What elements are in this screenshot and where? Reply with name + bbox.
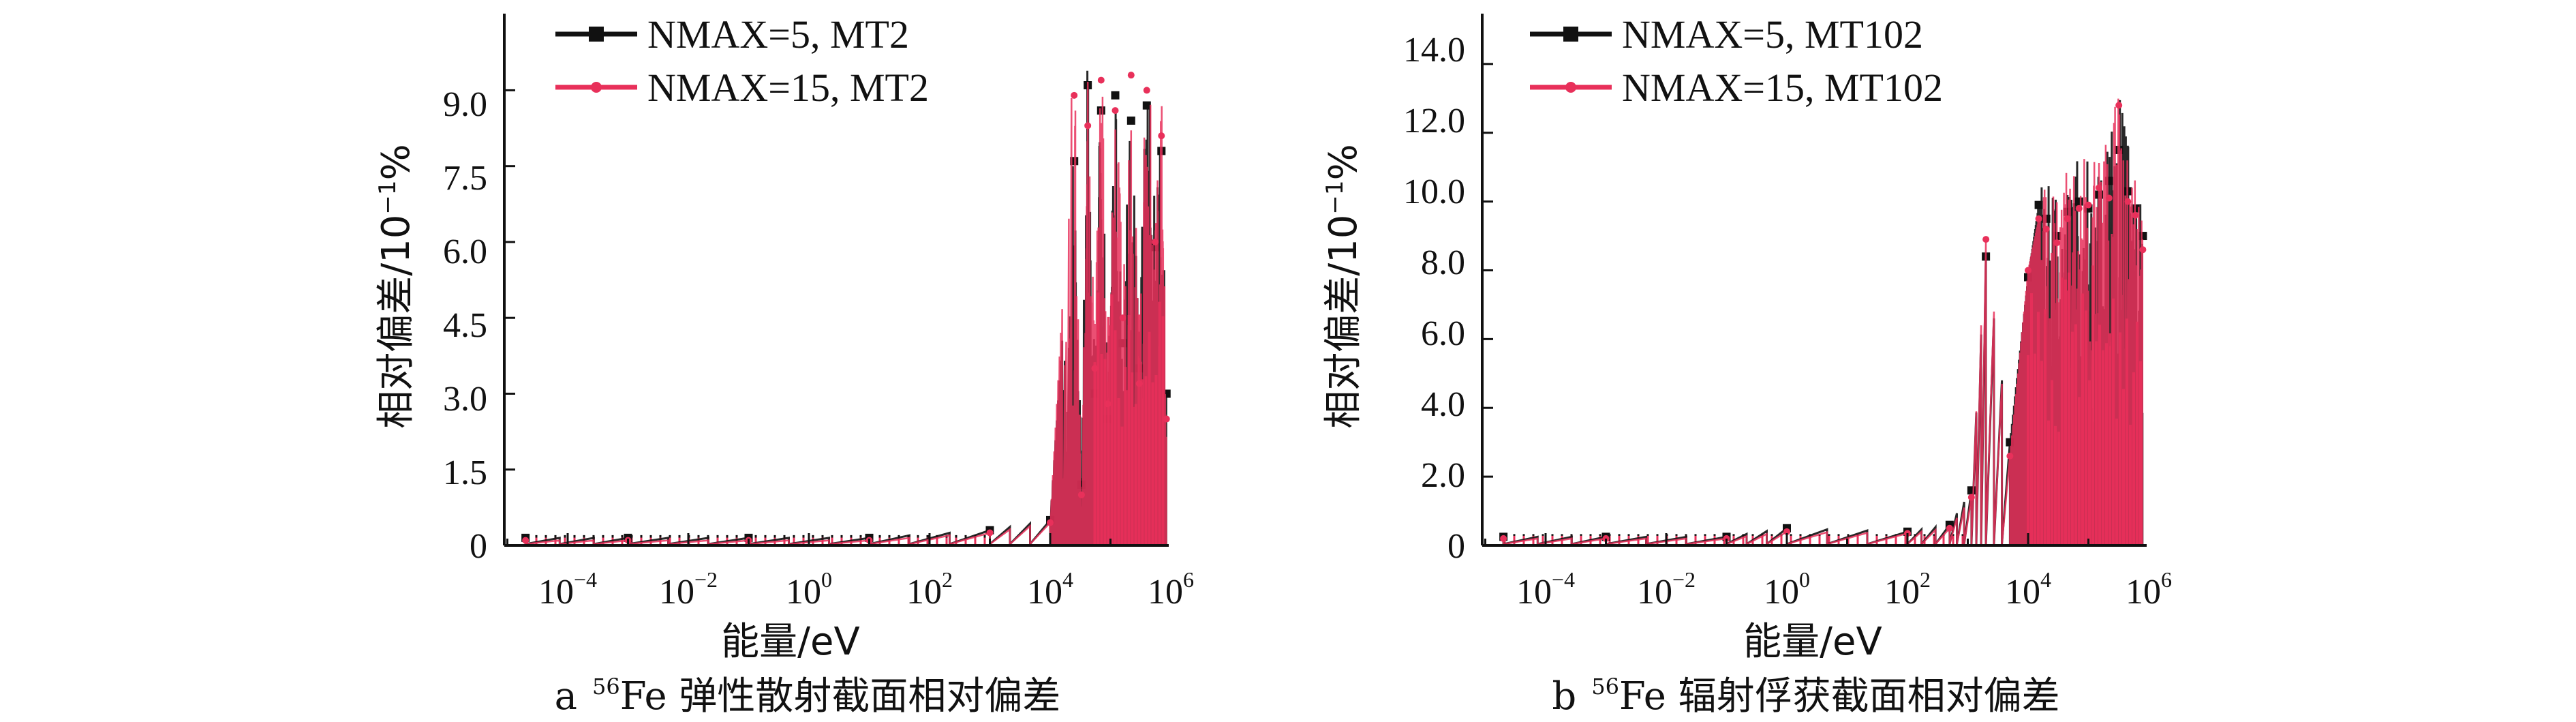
data-point [1783, 528, 1790, 535]
x-tick-label: 106 [2126, 567, 2172, 612]
data-point [1084, 122, 1092, 130]
x-tick-label: 10−4 [1516, 567, 1575, 612]
x-tick-label: 10−4 [538, 567, 597, 612]
data-point [2115, 102, 2123, 109]
data-point [1158, 132, 1165, 140]
panel-a-x-tick-labels: 10−4 10−2 100 102 104 106 [538, 567, 1194, 612]
series-line [1502, 98, 2144, 547]
data-point [1111, 107, 1119, 115]
x-tick-label: 104 [2005, 567, 2051, 612]
legend-marker-dot [1565, 82, 1576, 93]
panel-a-y-axis-title: 相对偏差/10−1% [374, 144, 418, 428]
y-tick-label: 2.0 [1421, 456, 1465, 495]
data-point [1602, 535, 1610, 542]
data-point [1967, 494, 1975, 501]
panel-a-caption: a 56Fe 弹性散射截面相对偏差 [555, 674, 1061, 719]
legend-label: NMAX=5, MT2 [647, 12, 909, 57]
data-point [1500, 535, 1507, 542]
x-tick-label: 106 [1148, 567, 1194, 612]
panel-b-plot [1499, 98, 2147, 547]
x-tick-label: 104 [1027, 567, 1073, 612]
data-point [2042, 225, 2050, 232]
y-tick-label: 0 [470, 527, 487, 566]
data-point [1163, 415, 1170, 423]
data-point [1946, 524, 1953, 532]
data-point [2132, 211, 2139, 219]
data-point [2034, 200, 2043, 209]
panel-a-plot [521, 70, 1171, 547]
data-point [1142, 101, 1151, 110]
legend-marker-square [1563, 27, 1578, 42]
legend-label: NMAX=15, MT2 [647, 65, 929, 110]
panel-b-x-tick-labels: 10−4 10−2 100 102 104 106 [1516, 567, 2172, 612]
panel-a-y-tick-labels: 0 1.5 3.0 4.5 6.0 7.5 9.0 [443, 85, 487, 566]
y-tick-label: 12.0 [1403, 102, 1465, 140]
panel-b-legend: NMAX=5, MT102 NMAX=15, MT102 [1530, 12, 1943, 110]
panel-a: 0 1.5 3.0 4.5 6.0 7.5 9.0 10−4 10−2 100 … [374, 12, 1194, 719]
y-tick-label: 8.0 [1421, 243, 1465, 282]
data-point [986, 529, 994, 537]
y-tick-label: 9.0 [443, 85, 487, 124]
data-point [2025, 267, 2031, 274]
panel-a-legend: NMAX=5, MT2 NMAX=15, MT2 [555, 12, 929, 110]
y-tick-label: 1.5 [443, 453, 487, 492]
data-point [1723, 535, 1730, 542]
data-point [2075, 205, 2083, 212]
data-point [2035, 215, 2042, 222]
x-tick-label: 102 [1884, 567, 1931, 612]
legend-marker-square [589, 27, 604, 42]
legend-label: NMAX=5, MT102 [1622, 12, 1923, 57]
panel-b: 0 2.0 4.0 6.0 8.0 10.0 12.0 14.0 10−4 10… [1321, 12, 2172, 719]
panel-a-x-axis-title: 能量/eV [721, 620, 860, 664]
data-point [1071, 91, 1078, 99]
data-point [1982, 236, 1990, 243]
data-point [2105, 194, 2113, 202]
panel-b-y-tick-labels: 0 2.0 4.0 6.0 8.0 10.0 12.0 14.0 [1403, 31, 1465, 566]
data-point [1097, 106, 1105, 115]
data-point [2006, 452, 2014, 460]
data-point [522, 537, 530, 544]
y-tick-label: 4.5 [443, 306, 487, 345]
panel-b-ticks [1482, 63, 2089, 547]
data-point [2053, 239, 2061, 247]
y-tick-label: 7.5 [443, 159, 487, 198]
data-point [1047, 519, 1054, 526]
data-point [1097, 76, 1105, 84]
data-point [2085, 201, 2092, 209]
data-point [1152, 238, 1159, 245]
series-line [524, 81, 1167, 547]
x-tick-label: 102 [906, 567, 953, 612]
y-tick-label: 3.0 [443, 380, 487, 419]
panel-b-y-axis-title: 相对偏差/10−1% [1321, 144, 1366, 428]
y-tick-label: 6.0 [443, 232, 487, 271]
panel-a-ticks [504, 89, 1111, 547]
data-point [2096, 184, 2103, 192]
data-point [2139, 246, 2147, 254]
data-point [2074, 197, 2083, 206]
data-point [1127, 72, 1135, 79]
x-tick-label: 100 [1764, 567, 1810, 612]
data-point [1126, 116, 1135, 125]
data-point [2064, 215, 2071, 222]
panel-b-x-axis-title: 能量/eV [1743, 620, 1882, 664]
panel-b-caption: b 56Fe 辐射俘获截面相对偏差 [1552, 674, 2059, 719]
y-tick-label: 0 [1447, 527, 1465, 566]
legend-marker-dot [591, 82, 602, 93]
legend-label: NMAX=15, MT102 [1622, 65, 1943, 110]
y-tick-label: 4.0 [1421, 385, 1465, 424]
y-tick-label: 6.0 [1421, 314, 1465, 353]
data-point [1077, 491, 1085, 498]
data-point [2124, 198, 2132, 205]
x-tick-label: 100 [786, 567, 832, 612]
data-point [1143, 87, 1150, 94]
x-tick-label: 10−2 [659, 567, 718, 612]
y-tick-label: 14.0 [1403, 31, 1465, 70]
y-tick-label: 10.0 [1403, 172, 1465, 211]
data-point [1111, 91, 1120, 100]
data-point [2138, 232, 2147, 241]
data-point [1119, 314, 1126, 322]
x-tick-label: 10−2 [1637, 567, 1696, 612]
